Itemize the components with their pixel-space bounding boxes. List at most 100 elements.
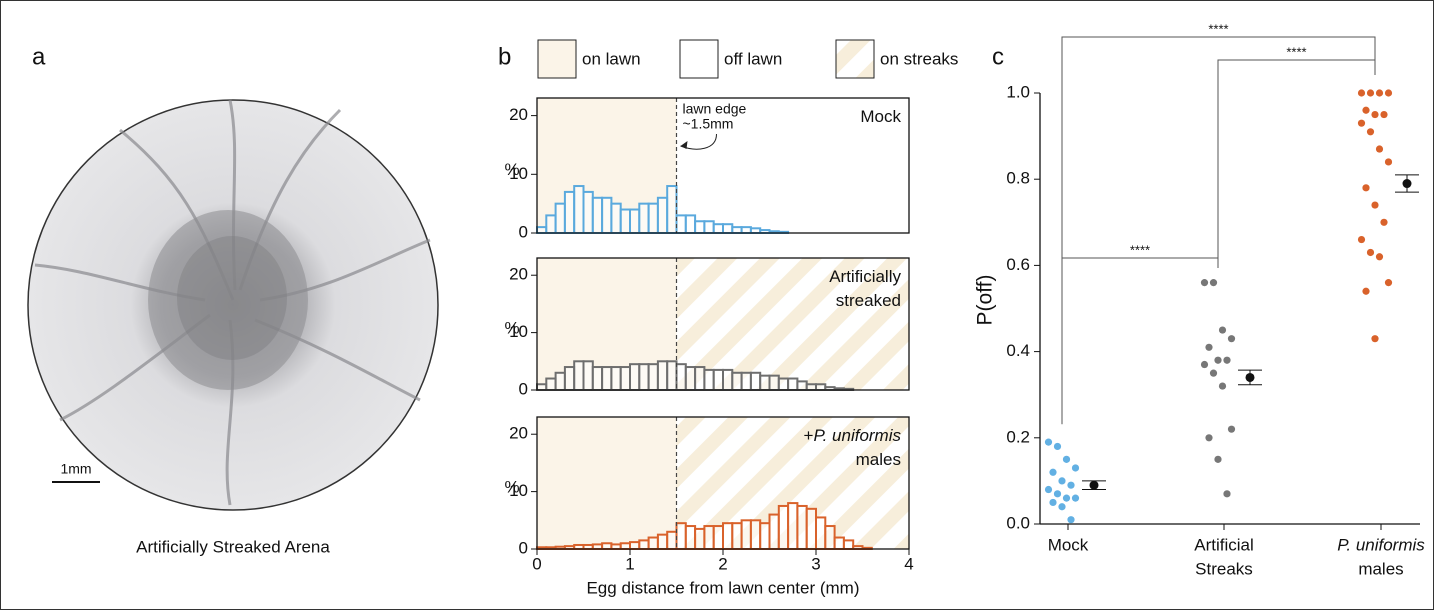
hist-bar [563, 366, 576, 392]
hist-bar [833, 536, 845, 550]
x-tick-label: 0 [532, 554, 541, 573]
point [1227, 425, 1236, 433]
hist-bar [694, 366, 706, 392]
hist-bar [610, 202, 622, 235]
hist-bar [656, 196, 669, 234]
hist-bar [796, 380, 808, 391]
y-tick-label: 0.8 [1006, 169, 1030, 188]
hist-bar [712, 368, 725, 392]
hist-bar [740, 371, 752, 392]
scale-bar-label: 1mm [60, 461, 91, 477]
point [1362, 287, 1370, 295]
x-tick-label: Mock [1048, 535, 1089, 554]
y-tick-label: 0.2 [1006, 427, 1030, 446]
hist-bar [712, 223, 725, 234]
hist-bar [712, 525, 725, 550]
hist-bar [675, 522, 687, 550]
hist-bar [684, 214, 697, 235]
title-part: males [856, 450, 901, 469]
point [1357, 119, 1366, 127]
hist-bar [638, 363, 650, 392]
x-tick-label: P. uniformis [1337, 535, 1425, 554]
point [1375, 145, 1384, 153]
hist-bar [573, 360, 585, 392]
hist-bar [722, 368, 734, 392]
hist-bar [656, 533, 669, 550]
significance-bracket [1061, 36, 1376, 425]
mean-point [1402, 179, 1412, 189]
point [1053, 490, 1062, 498]
hist-bar [703, 368, 715, 392]
point [1357, 235, 1366, 244]
legend-swatch [537, 39, 577, 79]
hist-bar [768, 374, 780, 391]
title-part: P. uniformis [813, 426, 901, 445]
hist-bar [703, 525, 715, 550]
hist-bar [722, 223, 734, 234]
hist-bar [694, 220, 706, 234]
point [1062, 455, 1071, 463]
point [1067, 516, 1075, 524]
hist-bar [740, 519, 752, 550]
hist-bar [619, 366, 632, 392]
significance-label: **** [1208, 21, 1228, 36]
title-line: Artificially [829, 267, 901, 286]
legend-swatch [835, 39, 875, 79]
hist-bar [749, 371, 762, 392]
hist-bar [647, 202, 659, 235]
hist-bar [815, 516, 827, 550]
mean-point [1089, 480, 1099, 490]
point [1371, 201, 1379, 209]
hist-bar [749, 227, 762, 235]
point [1380, 110, 1388, 119]
legend-label: off lawn [724, 49, 782, 68]
hist-bar [759, 374, 771, 391]
point [1044, 485, 1053, 494]
y-axis-label: P(off) [974, 275, 997, 326]
x-tick-label: 1 [625, 554, 634, 573]
y-tick-label: 20 [509, 105, 528, 124]
arena-image [27, 99, 439, 511]
hist-bar [619, 542, 632, 550]
hist-bar [749, 519, 762, 550]
x-tick-label: Streaks [1195, 559, 1253, 578]
hist-bar [554, 202, 566, 235]
hist-bar [610, 366, 622, 392]
hist-bar [656, 360, 669, 392]
hist-bar [805, 507, 818, 550]
y-tick-label: 10 [509, 322, 528, 341]
point [1058, 477, 1066, 485]
significance-label: **** [1130, 242, 1150, 257]
hist-bar [787, 502, 799, 550]
point [1071, 464, 1080, 472]
y-axis-label: % [504, 318, 519, 337]
y-tick-label: 10 [509, 481, 528, 500]
hist-bar [591, 196, 604, 234]
hist-bar [601, 542, 613, 550]
panel-label: b [498, 43, 511, 70]
point [1375, 89, 1384, 97]
off-lawn-region [676, 258, 909, 390]
point [1053, 442, 1062, 451]
y-tick-label: 0.6 [1006, 255, 1030, 274]
hist-bar [610, 543, 622, 550]
legend-label: on lawn [582, 49, 641, 68]
hist-bar [694, 527, 706, 550]
hist-bar [647, 536, 659, 550]
point [1058, 503, 1066, 511]
hist-bar [536, 383, 548, 391]
y-tick-label: 0 [519, 538, 528, 557]
point [1366, 89, 1375, 97]
hist-bar [545, 377, 557, 391]
hist-bar [731, 522, 743, 550]
hist-bar [842, 539, 855, 550]
hist-bar [684, 525, 697, 550]
y-tick-label: 0.4 [1006, 341, 1030, 360]
title-line: males [856, 450, 901, 469]
point [1384, 89, 1393, 97]
point [1044, 438, 1053, 446]
x-tick-label: Artificial [1194, 535, 1254, 554]
title-part: Artificially [829, 267, 901, 286]
panel-label: c [992, 43, 1004, 70]
hist-bar [563, 190, 576, 234]
